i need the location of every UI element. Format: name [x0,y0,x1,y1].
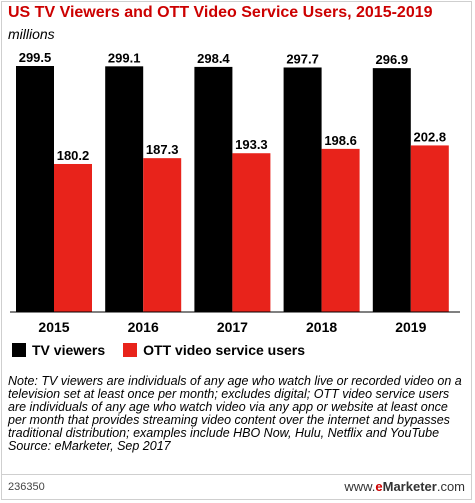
chart-legend: TV viewers OTT video service users [12,342,323,358]
x-tick-label-2016: 2016 [128,319,159,335]
brand-main: Marketer [382,479,437,494]
note-text: Note: TV viewers are individuals of any … [8,374,462,440]
data-label-ott-users-2015: 180.2 [57,148,90,163]
legend-swatch-tv-viewers [12,343,26,357]
data-label-ott-users-2019: 202.8 [414,129,447,144]
brand-e: e [375,479,383,494]
chart-subtitle: millions [8,26,55,42]
source-text: Source: eMarketer, Sep 2017 [8,439,171,453]
footer-divider [1,474,472,475]
legend-item-tv-viewers: TV viewers [12,342,105,358]
bar-tv-viewers-2016 [105,66,144,312]
data-label-tv-viewers-2017: 298.4 [197,51,230,66]
x-tick-label-2019: 2019 [395,319,426,335]
legend-item-ott-users: OTT video service users [123,342,305,358]
chart-id: 236350 [8,481,45,493]
brand-suffix: .com [436,479,465,494]
brand-url[interactable]: www.eMarketer.com [344,479,465,494]
bar-tv-viewers-2019 [372,68,411,312]
legend-label-ott-users: OTT video service users [143,342,306,358]
x-tick-label-2018: 2018 [306,319,337,335]
data-label-tv-viewers-2016: 299.1 [108,50,141,65]
bar-tv-viewers-2015 [16,66,54,312]
bar-ott-users-2018 [321,148,360,312]
data-label-ott-users-2016: 187.3 [146,142,179,157]
bar-tv-viewers-2017 [194,66,233,312]
legend-label-tv-viewers: TV viewers [32,342,106,358]
legend-swatch-ott-users [123,343,138,357]
brand-prefix: www. [344,479,376,494]
data-label-tv-viewers-2015: 299.5 [19,50,52,65]
bar-chart: 299.5 180.2 2015 299.1 187.3 2016 298.4 193.3 20… [10,50,460,335]
bar-ott-users-2016 [143,158,182,312]
data-label-ott-users-2017: 193.3 [235,137,268,152]
bar-tv-viewers-2018 [283,67,322,313]
bar-ott-users-2017 [232,153,271,312]
x-tick-label-2017: 2017 [217,319,248,335]
chart-note: Note: TV viewers are individuals of any … [8,375,468,453]
x-tick-label-2015: 2015 [38,319,69,335]
bar-ott-users-2015 [54,163,92,312]
chart-title: US TV Viewers and OTT Video Service User… [8,4,433,21]
bar-ott-users-2019 [410,145,449,312]
data-label-tv-viewers-2019: 296.9 [376,52,409,67]
data-label-tv-viewers-2018: 297.7 [286,51,319,66]
data-label-ott-users-2018: 198.6 [324,133,357,148]
